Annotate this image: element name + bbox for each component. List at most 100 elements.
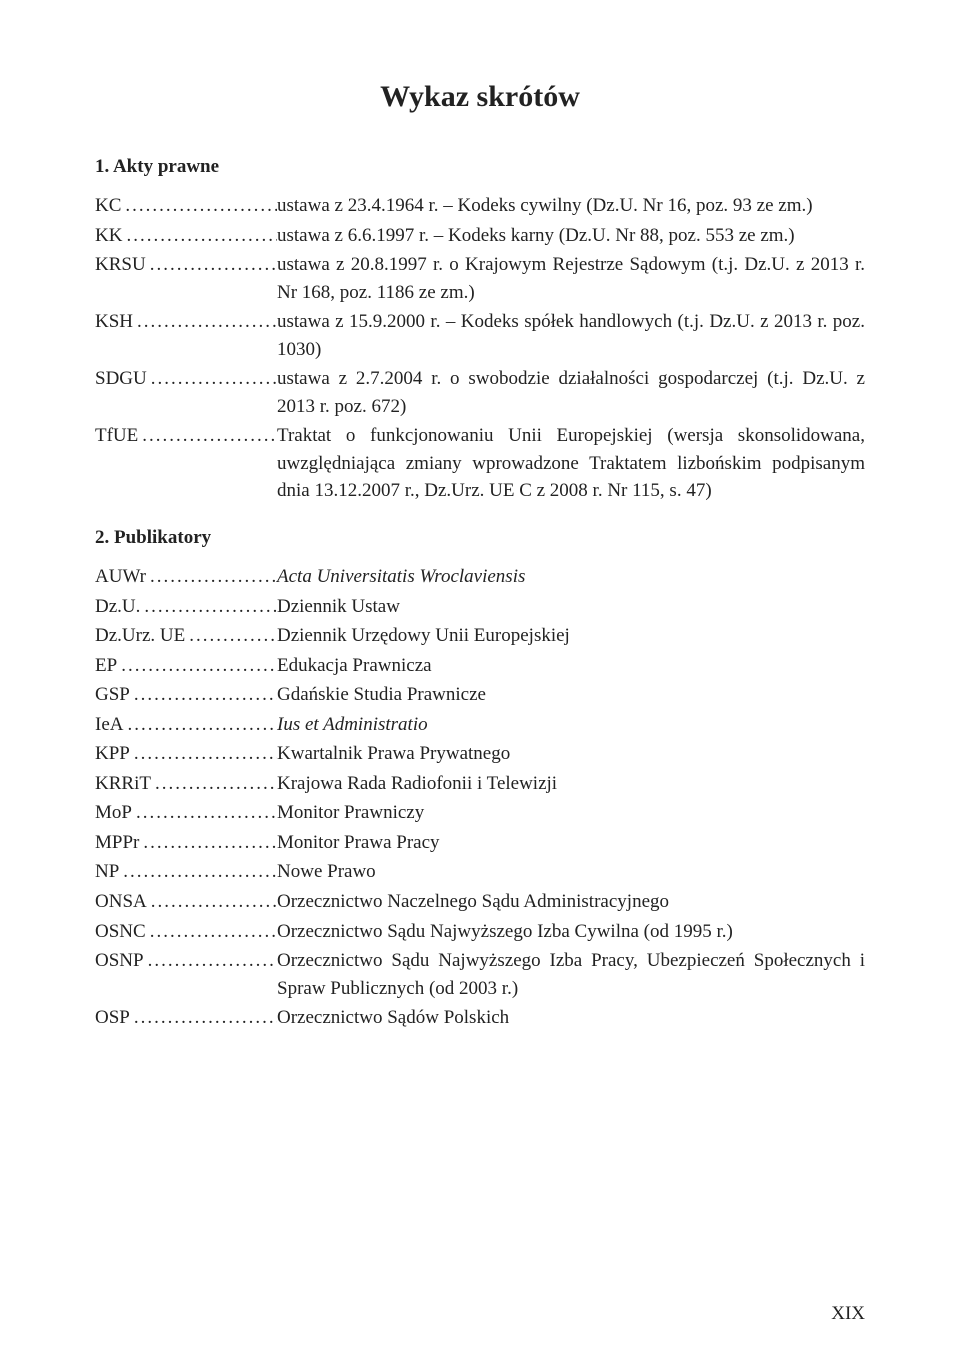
abbr-cell: NP.................................: [95, 858, 277, 886]
dot-leader: .................................: [117, 652, 277, 680]
abbreviation: KPP: [95, 740, 130, 768]
definition: Orzecznictwo Naczelnego Sądu Administrac…: [277, 888, 865, 916]
entry-row: ONSA.................................Orz…: [95, 888, 865, 916]
entry-row: NP.................................Nowe …: [95, 858, 865, 886]
definition: Kwartalnik Prawa Prywatnego: [277, 740, 865, 768]
entry-row: Dz.Urz. UE..............................…: [95, 622, 865, 650]
entry-row: GSP.................................Gdań…: [95, 681, 865, 709]
definition: Orzecznictwo Sądu Najwyższego Izba Pracy…: [277, 947, 865, 1002]
definition: Orzecznictwo Sądu Najwyższego Izba Cywil…: [277, 918, 865, 946]
abbreviation: Dz.U.: [95, 593, 140, 621]
section-heading: 2. Publikatory: [95, 527, 865, 549]
abbr-cell: SDGU.................................: [95, 365, 277, 420]
abbreviation: GSP: [95, 681, 130, 709]
definition: Acta Universitatis Wroclaviensis: [277, 563, 865, 591]
dot-leader: .................................: [151, 770, 277, 798]
entry-row: KRSU.................................ust…: [95, 251, 865, 306]
definition: Nowe Prawo: [277, 858, 865, 886]
abbr-cell: MoP.................................: [95, 799, 277, 827]
dot-leader: .................................: [130, 1004, 277, 1032]
definition: Traktat o funkcjonowaniu Unii Europejski…: [277, 422, 865, 505]
section-heading: 1. Akty prawne: [95, 156, 865, 178]
abbreviation: IeA: [95, 711, 123, 739]
entry-row: KK.................................ustaw…: [95, 222, 865, 250]
dot-leader: .................................: [130, 740, 277, 768]
abbr-cell: IeA.................................: [95, 711, 277, 739]
abbr-cell: KPP.................................: [95, 740, 277, 768]
definition: Ius et Administratio: [277, 711, 865, 739]
abbreviation: OSNP: [95, 947, 144, 975]
dot-leader: .................................: [146, 251, 277, 279]
abbreviation: EP: [95, 652, 117, 680]
abbr-cell: KSH.................................: [95, 308, 277, 363]
entry-row: TfUE.................................Tra…: [95, 422, 865, 505]
definition: Monitor Prawniczy: [277, 799, 865, 827]
abbreviation: OSP: [95, 1004, 130, 1032]
entry-row: OSP.................................Orze…: [95, 1004, 865, 1032]
content-container: 1. Akty prawne KC........................…: [95, 156, 865, 1032]
definition: ustawa z 15.9.2000 r. – Kodeks spółek ha…: [277, 308, 865, 363]
dot-leader: .................................: [139, 829, 277, 857]
abbreviation: NP: [95, 858, 119, 886]
entry-row: KPP.................................Kwar…: [95, 740, 865, 768]
entry-row: KRRiT.................................Kr…: [95, 770, 865, 798]
dot-leader: .................................: [130, 681, 277, 709]
dot-leader: .................................: [147, 888, 277, 916]
page-title: Wykaz skrótów: [95, 80, 865, 114]
abbreviation: ONSA: [95, 888, 147, 916]
definition: Dziennik Urzędowy Unii Europejskiej: [277, 622, 865, 650]
abbr-cell: Dz.Urz. UE..............................…: [95, 622, 277, 650]
definition: ustawa z 2.7.2004 r. o swobodzie działal…: [277, 365, 865, 420]
abbreviation: KSH: [95, 308, 133, 336]
entry-row: KSH.................................usta…: [95, 308, 865, 363]
abbr-cell: TfUE.................................: [95, 422, 277, 505]
entry-row: OSNC.................................Orz…: [95, 918, 865, 946]
abbr-cell: GSP.................................: [95, 681, 277, 709]
definition: ustawa z 23.4.1964 r. – Kodeks cywilny (…: [277, 192, 865, 220]
abbr-cell: KK.................................: [95, 222, 277, 250]
entry-row: Dz.U..................................Dz…: [95, 593, 865, 621]
abbreviation: KK: [95, 222, 122, 250]
abbr-cell: EP.................................: [95, 652, 277, 680]
abbreviation: MPPr: [95, 829, 139, 857]
abbr-cell: KRSU.................................: [95, 251, 277, 306]
abbreviation: SDGU: [95, 365, 147, 393]
abbr-cell: OSNP.................................: [95, 947, 277, 1002]
dot-leader: .................................: [132, 799, 277, 827]
abbreviation: TfUE: [95, 422, 138, 450]
abbreviation: MoP: [95, 799, 132, 827]
abbreviation: KRSU: [95, 251, 146, 279]
abbr-cell: ONSA.................................: [95, 888, 277, 916]
abbreviation: AUWr: [95, 563, 146, 591]
abbr-cell: MPPr.................................: [95, 829, 277, 857]
entry-row: IeA.................................Ius …: [95, 711, 865, 739]
abbreviation: KRRiT: [95, 770, 151, 798]
dot-leader: .................................: [144, 947, 277, 975]
abbr-cell: KRRiT.................................: [95, 770, 277, 798]
dot-leader: .................................: [121, 192, 277, 220]
abbr-cell: OSNC.................................: [95, 918, 277, 946]
dot-leader: .................................: [138, 422, 277, 450]
abbr-cell: AUWr.................................: [95, 563, 277, 591]
abbreviation: Dz.Urz. UE: [95, 622, 185, 650]
dot-leader: .................................: [146, 918, 277, 946]
dot-leader: .................................: [119, 858, 277, 886]
definition: Edukacja Prawnicza: [277, 652, 865, 680]
dot-leader: .................................: [140, 593, 277, 621]
dot-leader: .................................: [147, 365, 277, 393]
definition: Gdańskie Studia Prawnicze: [277, 681, 865, 709]
abbreviation: OSNC: [95, 918, 146, 946]
definition: Krajowa Rada Radiofonii i Telewizji: [277, 770, 865, 798]
entry-row: SDGU.................................ust…: [95, 365, 865, 420]
definition: ustawa z 20.8.1997 r. o Krajowym Rejestr…: [277, 251, 865, 306]
entry-row: AUWr.................................Act…: [95, 563, 865, 591]
definition: ustawa z 6.6.1997 r. – Kodeks karny (Dz.…: [277, 222, 865, 250]
entry-row: MPPr.................................Mon…: [95, 829, 865, 857]
entry-row: OSNP.................................Orz…: [95, 947, 865, 1002]
entry-row: KC.................................ustaw…: [95, 192, 865, 220]
dot-leader: .................................: [122, 222, 277, 250]
definition: Dziennik Ustaw: [277, 593, 865, 621]
dot-leader: .................................: [146, 563, 277, 591]
dot-leader: .................................: [133, 308, 277, 336]
entry-row: MoP.................................Moni…: [95, 799, 865, 827]
